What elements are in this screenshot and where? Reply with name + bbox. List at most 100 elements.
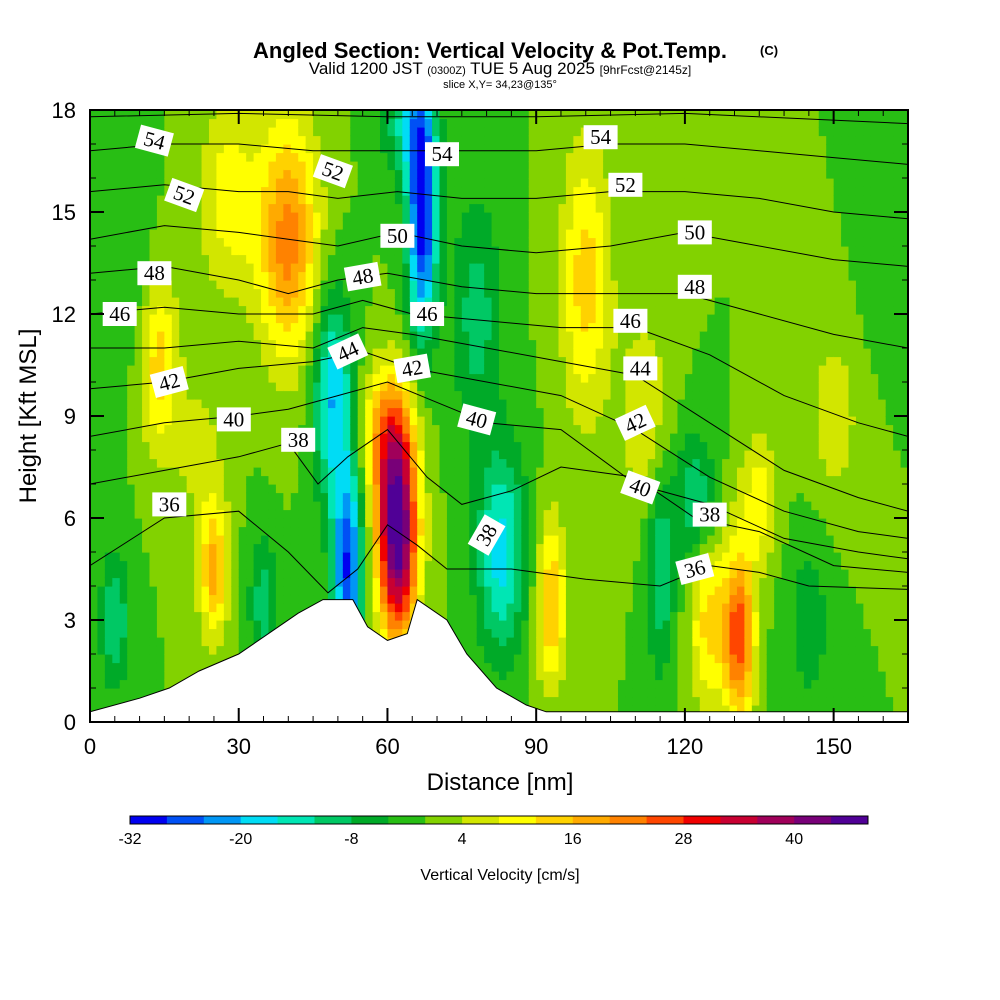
- velocity-cell: [513, 135, 522, 145]
- velocity-cell: [357, 237, 366, 247]
- velocity-cell: [580, 611, 589, 621]
- velocity-cell: [491, 365, 500, 375]
- velocity-cell: [350, 169, 359, 179]
- velocity-cell: [476, 620, 485, 630]
- velocity-cell: [134, 518, 143, 528]
- velocity-cell: [290, 586, 299, 596]
- velocity-cell: [216, 280, 225, 290]
- velocity-cell: [476, 509, 485, 519]
- velocity-cell: [439, 441, 448, 451]
- velocity-cell: [320, 203, 329, 213]
- velocity-cell: [261, 152, 270, 162]
- velocity-cell: [402, 543, 411, 553]
- velocity-cell: [164, 458, 173, 468]
- velocity-cell: [573, 450, 582, 460]
- velocity-cell: [97, 611, 106, 621]
- velocity-cell: [409, 518, 418, 528]
- velocity-cell: [565, 110, 574, 120]
- velocity-cell: [394, 246, 403, 256]
- velocity-cell: [194, 263, 203, 273]
- velocity-cell: [201, 390, 210, 400]
- velocity-cell: [290, 526, 299, 536]
- velocity-cell: [506, 169, 515, 179]
- velocity-cell: [119, 637, 128, 647]
- velocity-cell: [432, 424, 441, 434]
- velocity-cell: [499, 271, 508, 281]
- velocity-cell: [506, 603, 515, 613]
- velocity-cell: [461, 552, 470, 562]
- velocity-cell: [513, 620, 522, 630]
- velocity-cell: [134, 586, 143, 596]
- velocity-cell: [112, 696, 121, 706]
- velocity-cell: [394, 577, 403, 587]
- velocity-cell: [149, 314, 158, 324]
- velocity-cell: [253, 297, 262, 307]
- velocity-cell: [142, 569, 151, 579]
- velocity-cell: [513, 628, 522, 638]
- velocity-cell: [513, 611, 522, 621]
- velocity-cell: [565, 178, 574, 188]
- velocity-cell: [424, 212, 433, 222]
- velocity-cell: [127, 671, 136, 681]
- velocity-cell: [476, 127, 485, 137]
- velocity-cell: [216, 356, 225, 366]
- velocity-cell: [149, 518, 158, 528]
- velocity-cell: [402, 569, 411, 579]
- velocity-cell: [365, 356, 374, 366]
- velocity-cell: [104, 203, 113, 213]
- velocity-cell: [149, 552, 158, 562]
- velocity-cell: [491, 679, 500, 689]
- velocity-cell: [469, 127, 478, 137]
- velocity-cell: [97, 169, 106, 179]
- velocity-cell: [275, 509, 284, 519]
- velocity-cell: [484, 331, 493, 341]
- velocity-cell: [558, 645, 567, 655]
- velocity-cell: [558, 322, 567, 332]
- velocity-cell: [119, 203, 128, 213]
- velocity-cell: [246, 152, 255, 162]
- velocity-cell: [402, 161, 411, 171]
- velocity-cell: [394, 543, 403, 553]
- velocity-cell: [223, 229, 232, 239]
- velocity-cell: [327, 314, 336, 324]
- velocity-cell: [305, 178, 314, 188]
- velocity-cell: [342, 178, 351, 188]
- velocity-cell: [261, 229, 270, 239]
- velocity-cell: [484, 628, 493, 638]
- velocity-cell: [565, 577, 574, 587]
- velocity-cell: [320, 110, 329, 120]
- velocity-cell: [513, 305, 522, 315]
- velocity-cell: [565, 611, 574, 621]
- velocity-cell: [491, 458, 500, 468]
- velocity-cell: [476, 484, 485, 494]
- velocity-cell: [565, 679, 574, 689]
- velocity-cell: [491, 331, 500, 341]
- velocity-cell: [208, 263, 218, 273]
- velocity-cell: [342, 577, 351, 587]
- velocity-cell: [387, 161, 396, 171]
- velocity-cell: [499, 118, 508, 128]
- velocity-cell: [469, 586, 478, 596]
- velocity-cell: [246, 297, 255, 307]
- velocity-cell: [558, 390, 567, 400]
- velocity-cell: [90, 594, 99, 604]
- velocity-cell: [439, 373, 448, 383]
- velocity-cell: [156, 246, 165, 256]
- velocity-cell: [565, 433, 574, 443]
- velocity-cell: [580, 433, 589, 443]
- velocity-cell: [194, 280, 203, 290]
- velocity-cell: [565, 560, 574, 570]
- velocity-cell: [558, 620, 567, 630]
- velocity-cell: [164, 169, 173, 179]
- velocity-cell: [454, 586, 463, 596]
- velocity-cell: [543, 424, 552, 434]
- velocity-cell: [580, 586, 589, 596]
- velocity-cell: [461, 484, 470, 494]
- velocity-cell: [446, 586, 455, 596]
- velocity-cell: [417, 195, 426, 205]
- velocity-cell: [484, 348, 493, 358]
- velocity-cell: [335, 399, 344, 409]
- velocity-cell: [573, 186, 582, 196]
- velocity-cell: [603, 569, 612, 579]
- velocity-cell: [365, 407, 374, 417]
